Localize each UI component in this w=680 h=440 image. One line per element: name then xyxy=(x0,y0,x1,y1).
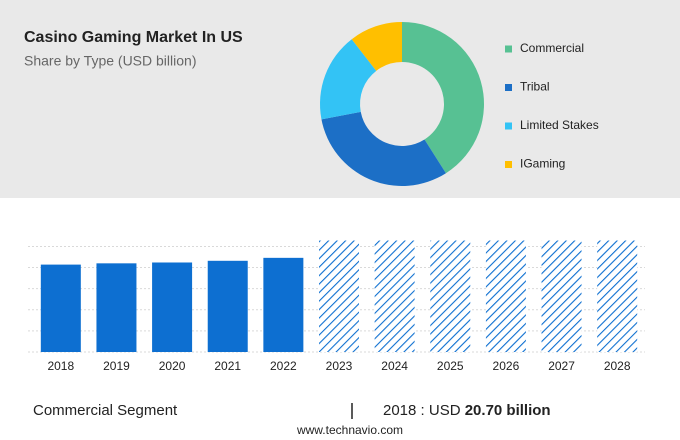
bar xyxy=(152,262,193,352)
bar xyxy=(319,240,359,352)
bar xyxy=(430,240,471,352)
x-tick-label: 2018 xyxy=(47,359,74,373)
donut-slice xyxy=(320,39,377,120)
legend-label: Commercial xyxy=(520,41,584,55)
footer-amount: 20.70 billion xyxy=(465,402,551,419)
bar xyxy=(96,263,137,352)
legend-label: Tribal xyxy=(520,80,550,94)
x-tick-label: 2027 xyxy=(548,359,575,373)
x-tick-label: 2020 xyxy=(159,359,186,373)
donut-slice xyxy=(351,22,402,71)
bar xyxy=(40,264,81,352)
source: www.technavio.com xyxy=(296,423,403,437)
legend-swatch xyxy=(505,84,512,91)
chart-subtitle: Share by Type (USD billion) xyxy=(24,53,196,69)
bar xyxy=(597,240,638,352)
x-tick-label: 2021 xyxy=(214,359,241,373)
x-tick-label: 2026 xyxy=(493,359,520,373)
bar xyxy=(207,260,248,352)
x-tick-label: 2024 xyxy=(381,359,408,373)
bar-chart: 2018 2019 2020 2021 2022 2023 2024 2025 2026 2027… xyxy=(28,240,645,373)
bar xyxy=(263,257,304,352)
legend-swatch xyxy=(505,45,512,53)
donut-slice xyxy=(402,21,485,174)
footer-segment: Commercial Segment xyxy=(33,402,178,419)
donut-slice xyxy=(321,111,446,186)
footer-year: 2018 : USD xyxy=(383,402,461,419)
footer-value: 2018 : USD 20.70 billion xyxy=(383,402,551,419)
x-tick-label: 2022 xyxy=(270,359,297,373)
x-tick-label: 2028 xyxy=(604,359,631,373)
legend-label: IGaming xyxy=(520,157,565,171)
legend-swatch xyxy=(505,122,512,130)
x-tick-label: 2025 xyxy=(437,359,464,373)
x-tick-label: 2019 xyxy=(103,359,130,373)
x-tick-label: 2023 xyxy=(326,359,353,373)
legend: Commercial Tribal Limited Stakes IGaming xyxy=(505,41,599,171)
bar xyxy=(485,240,526,352)
bar xyxy=(541,240,582,352)
legend-swatch xyxy=(505,161,512,168)
bar xyxy=(374,240,415,352)
legend-label: Limited Stakes xyxy=(520,118,599,132)
chart-title: Casino Gaming Market In US xyxy=(24,29,243,46)
donut-chart xyxy=(320,21,485,186)
